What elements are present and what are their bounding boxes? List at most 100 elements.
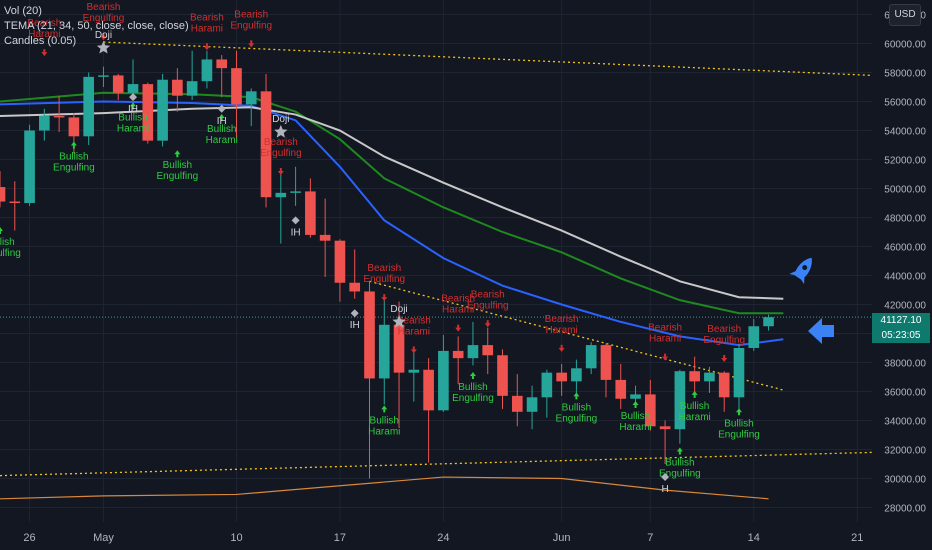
pattern-text: Bearish Engulfing	[703, 324, 745, 346]
ih-text: IH	[217, 116, 227, 127]
y-tick-label: 36000.00	[884, 388, 926, 399]
candle	[674, 369, 686, 444]
candle-body	[467, 345, 479, 359]
candle	[290, 166, 301, 206]
bearish-pattern-label: Bearish Engulfing	[83, 2, 124, 41]
legend-tema[interactable]: TEMA (21, 34, 50, close, close, close)	[4, 20, 189, 32]
candle-body	[186, 81, 198, 96]
pattern-text-line: Bearish	[648, 323, 682, 334]
candle	[423, 358, 434, 463]
pattern-text-line: Harami	[442, 305, 474, 316]
candle	[83, 72, 94, 145]
pattern-text-line: Harami	[191, 23, 223, 34]
pattern-text: Bullish Harami	[117, 112, 149, 134]
pattern-text: Bearish Harami	[545, 314, 579, 336]
pattern-text-line: Bullish	[458, 382, 487, 393]
pattern-text-line: Bearish	[397, 315, 431, 326]
arrow-up-icon	[130, 102, 137, 110]
trendlines	[0, 41, 873, 477]
candle-body	[718, 372, 730, 398]
candle-body	[615, 379, 627, 399]
candle	[467, 321, 479, 366]
ih-text: IH	[350, 320, 360, 331]
pattern-text-line: Engulfing	[260, 148, 302, 159]
star-icon	[274, 124, 288, 138]
diamond-icon	[350, 309, 359, 318]
candle-body	[201, 59, 213, 82]
arrow-up-icon	[735, 408, 742, 416]
volume-ma-line	[0, 476, 769, 500]
x-tick-label: May	[93, 532, 114, 544]
bearish-pattern-label: Bearish Harami	[397, 315, 431, 354]
pattern-text-line: Harami	[206, 135, 238, 146]
candle-body	[260, 91, 272, 198]
pattern-text-line: Bearish	[264, 137, 298, 148]
pattern-text-line: Bullish	[665, 457, 694, 468]
candle	[630, 385, 641, 402]
candle	[157, 73, 168, 147]
candle	[9, 181, 21, 231]
x-tick-label: 7	[647, 532, 653, 544]
pattern-labels: BullishEngulfingBearishHaramiBullishEngu…	[0, 2, 760, 495]
pattern-text-line: Harami	[117, 123, 149, 134]
arrow-up-icon	[70, 141, 77, 149]
x-axis: 26 May 10 17 24 Jun 7 14 21	[23, 532, 863, 544]
diamond-icon	[291, 216, 300, 225]
trendline	[103, 41, 873, 77]
y-tick-label: 30000.00	[884, 475, 926, 486]
candle-body	[674, 371, 686, 430]
candle-body	[556, 372, 567, 382]
currency-button[interactable]: USD	[889, 4, 921, 26]
candle	[718, 371, 730, 412]
bullish-pattern-label: Bullish Harami	[368, 405, 400, 437]
legend-vol[interactable]: Vol (20)	[4, 5, 42, 17]
ih-mark: IH	[128, 93, 138, 115]
candle-body	[600, 345, 612, 380]
candle-body	[290, 191, 301, 193]
candle	[172, 68, 183, 112]
x-tick-label: Jun	[553, 532, 571, 544]
legend-candles[interactable]: Candles (0.05)	[4, 35, 77, 47]
pattern-text: Bullish Harami	[619, 411, 651, 433]
arrow-down-icon	[248, 40, 255, 48]
arrow-up-icon	[691, 390, 698, 398]
tema-line	[0, 100, 784, 347]
y-axis: 28000.00 30000.00 32000.00 34000.00 36000.00…	[884, 11, 926, 515]
candle	[24, 124, 35, 206]
pattern-text: Bearish Engulfing	[230, 9, 272, 31]
arrow-down-icon	[484, 320, 491, 328]
arrow-left-icon	[808, 318, 834, 344]
arrow-up-icon	[381, 405, 388, 413]
pattern-text-line: Bullish	[0, 237, 15, 248]
pattern-text: Bearish Harami	[397, 315, 431, 337]
candle	[571, 359, 582, 393]
pattern-text-line: Harami	[619, 422, 651, 433]
candle	[216, 55, 228, 98]
x-tick-label: 21	[851, 532, 863, 544]
bullish-pattern-label: Bullish Harami	[619, 401, 652, 433]
arrow-down-icon	[41, 49, 48, 57]
ih-text: IH	[291, 227, 301, 238]
y-tick-label: 48000.00	[884, 214, 926, 225]
arrow-down-icon	[277, 168, 284, 175]
pattern-text-line: Engulfing	[157, 171, 199, 182]
arrow-down-icon	[100, 33, 107, 41]
pattern-text: Bearish Harami	[190, 12, 224, 34]
candle	[733, 343, 745, 409]
candle-body	[275, 192, 287, 198]
candle-body	[98, 75, 109, 77]
candle-body	[378, 324, 390, 379]
candle	[349, 249, 361, 299]
candle	[689, 356, 700, 395]
bearish-pattern-label: Bearish Harami	[648, 323, 682, 361]
doji-mark: Doji	[272, 114, 289, 138]
bearish-pattern-label: Bearish Harami	[545, 314, 579, 352]
pattern-text-line: Harami	[679, 412, 711, 423]
arrow-down-icon	[558, 344, 565, 352]
